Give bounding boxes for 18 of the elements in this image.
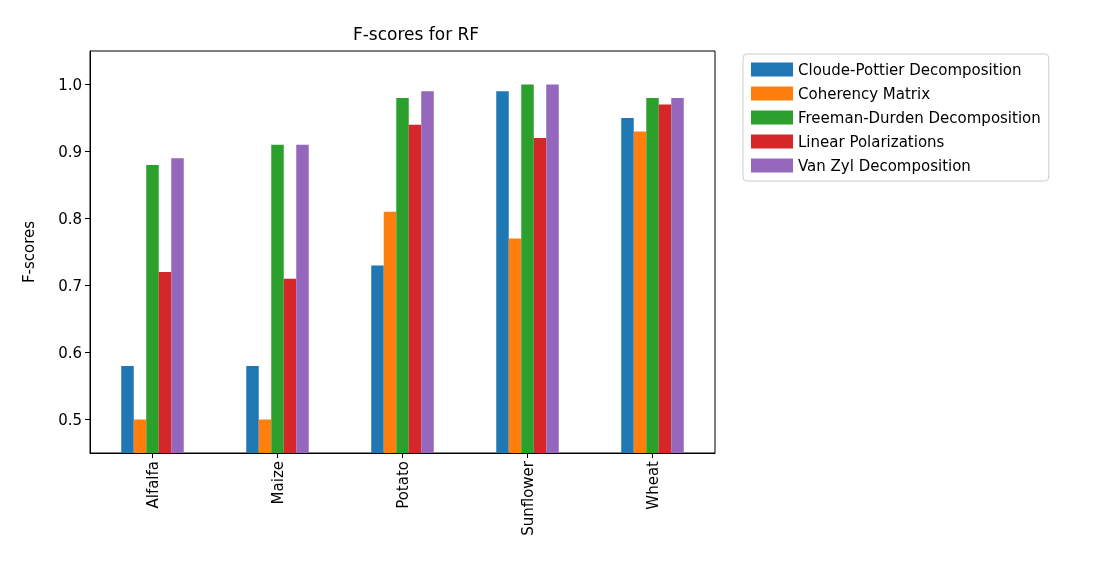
- x-tick-label: Maize: [268, 461, 287, 505]
- x-tick-label: Alfalfa: [143, 461, 162, 509]
- x-tick-label: Potato: [393, 461, 412, 509]
- y-tick-label: 0.5: [58, 410, 82, 429]
- x-tick-label: Wheat: [643, 460, 662, 510]
- y-tick-label: 0.8: [58, 209, 82, 228]
- x-tick-label: Sunflower: [518, 460, 537, 536]
- chart-title: F-scores for RF: [352, 23, 480, 44]
- y-tick-label: 1.0: [58, 75, 82, 94]
- y-tick-label: 0.9: [58, 142, 82, 161]
- y-axis-title: F-scores: [19, 220, 38, 284]
- y-tick-label: 0.7: [58, 276, 82, 295]
- legend-label: Cloude-Pottier Decomposition: [798, 60, 1022, 79]
- legend-label: Linear Polarizations: [798, 132, 945, 151]
- legend-label: Freeman-Durden Decomposition: [798, 108, 1041, 127]
- legend-label: Van Zyl Decomposition: [798, 156, 971, 175]
- legend-label: Coherency Matrix: [798, 84, 931, 103]
- y-tick-label: 0.6: [58, 343, 82, 362]
